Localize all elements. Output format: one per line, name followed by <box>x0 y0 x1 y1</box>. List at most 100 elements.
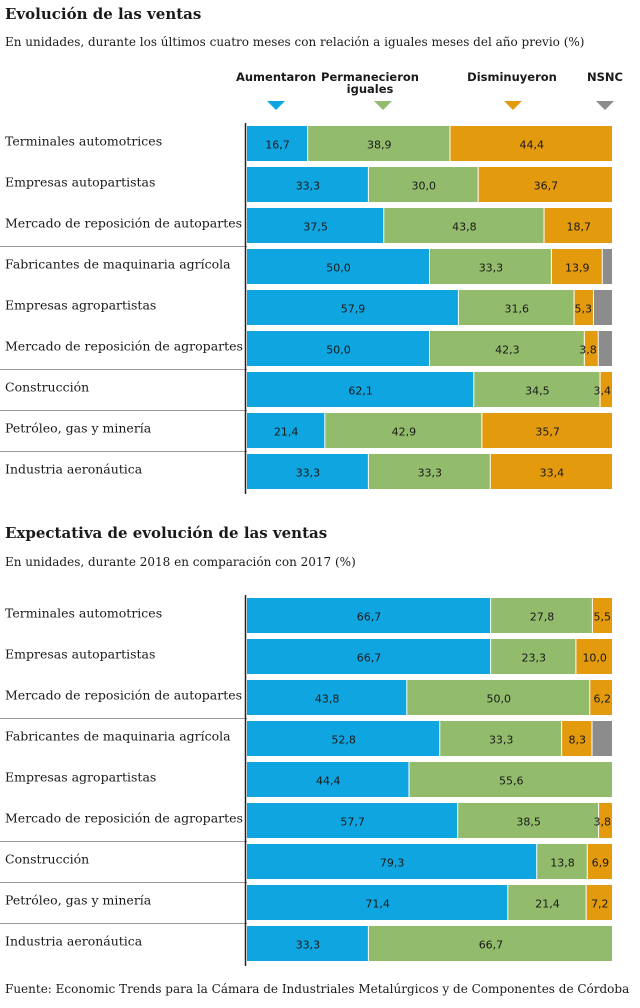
bar-segment-permanecieron <box>440 721 562 756</box>
data-label: 66,7 <box>357 652 382 665</box>
bar-segment-permanecieron <box>368 167 478 202</box>
category-label: Industria aeronáutica <box>5 934 143 949</box>
category-label: Construcción <box>5 852 89 867</box>
data-label: 79,3 <box>380 857 405 870</box>
chart-title: Expectativa de evolución de las ventas <box>5 524 327 542</box>
bar-segment-permanecieron <box>325 413 482 448</box>
bar-segment-aumentaron <box>247 372 474 407</box>
data-label: 13,9 <box>565 262 590 275</box>
data-label: 43,8 <box>315 693 340 706</box>
data-label: 13,8 <box>550 857 575 870</box>
bar-segment-permanecieron <box>474 372 600 407</box>
data-label: 3,8 <box>579 344 597 357</box>
legend: Aumentaron Permanecieron iguales Disminuy… <box>236 70 623 110</box>
data-label: 31,6 <box>504 303 529 316</box>
bar-segment-nsnc <box>593 290 612 325</box>
legend-label-line: iguales <box>347 82 394 96</box>
bar-segment-permanecieron <box>458 803 599 838</box>
data-label: 3,8 <box>594 816 612 829</box>
data-label: 6,9 <box>592 857 610 870</box>
data-label: 52,8 <box>331 734 356 747</box>
bar-segment-nsnc <box>598 331 612 366</box>
data-label: 21,4 <box>274 426 299 439</box>
data-label: 35,7 <box>535 426 560 439</box>
bar-segment-disminuyeron <box>551 249 602 284</box>
bar-segment-disminuyeron <box>584 331 598 366</box>
category-label: Empresas autopartistas <box>5 175 155 190</box>
bar-segment-aumentaron <box>247 208 384 243</box>
bar-segment-aumentaron <box>247 803 458 838</box>
bar-segment-aumentaron <box>247 167 368 202</box>
data-label: 6,2 <box>594 693 612 706</box>
bar-segment-disminuyeron <box>586 885 612 920</box>
bar-segment-permanecieron <box>407 680 590 715</box>
category-label: Terminales automotrices <box>5 134 162 149</box>
data-label: 33,3 <box>296 180 321 193</box>
bar-segment-disminuyeron <box>592 598 612 633</box>
data-label: 66,7 <box>479 939 504 952</box>
data-label: 50,0 <box>326 344 351 357</box>
category-label: Mercado de reposición de agropartes <box>5 811 243 826</box>
category-label: Construcción <box>5 380 89 395</box>
bar-segment-aumentaron <box>247 844 537 879</box>
data-label: 34,5 <box>525 385 550 398</box>
legend-marker-permanecieron <box>374 101 392 110</box>
bar-segment-permanecieron <box>491 598 592 633</box>
bar-segment-disminuyeron <box>478 167 612 202</box>
data-label: 33,4 <box>540 467 565 480</box>
data-label: 57,7 <box>340 816 365 829</box>
bar-segment-aumentaron <box>247 126 308 161</box>
bar-segment-disminuyeron <box>600 372 612 407</box>
bar-segment-aumentaron <box>247 680 407 715</box>
legend-label-nsnc: NSNC <box>587 70 623 84</box>
bar-segment-permanecieron <box>384 208 544 243</box>
bar-segment-permanecieron <box>368 926 612 961</box>
bar-segment-aumentaron <box>247 721 440 756</box>
bar-segment-nsnc <box>602 249 612 284</box>
category-label: Mercado de reposición de agropartes <box>5 339 243 354</box>
data-label: 38,9 <box>367 139 392 152</box>
legend-label-aumentaron: Aumentaron <box>236 70 316 84</box>
data-label: 55,6 <box>499 775 524 788</box>
bar-segment-aumentaron <box>247 762 409 797</box>
data-label: 57,9 <box>341 303 366 316</box>
bar-segment-disminuyeron <box>544 208 612 243</box>
data-label: 44,4 <box>316 775 341 788</box>
bar-segment-permanecieron <box>430 249 551 284</box>
data-label: 33,3 <box>479 262 504 275</box>
bar-segment-aumentaron <box>247 331 429 366</box>
bar-segment-permanecieron <box>409 762 612 797</box>
legend-label-permanecieron: Permanecieron iguales <box>321 70 419 96</box>
bar-segment-aumentaron <box>247 249 429 284</box>
bar-segment-disminuyeron <box>599 803 612 838</box>
legend-label-disminuyeron: Disminuyeron <box>467 70 557 84</box>
chart-title: Evolución de las ventas <box>5 5 201 23</box>
category-label: Empresas autopartistas <box>5 647 155 662</box>
category-label: Terminales automotrices <box>5 606 162 621</box>
category-label: Industria aeronáutica <box>5 462 143 477</box>
category-label: Petróleo, gas y minería <box>5 421 152 436</box>
data-label: 42,3 <box>495 344 520 357</box>
data-label: 23,3 <box>522 652 547 665</box>
chart-panel-expectativa: Expectativa de evolución de las ventas E… <box>0 524 612 966</box>
legend-label-line: Permanecieron <box>321 70 419 84</box>
legend-marker-aumentaron <box>267 101 285 110</box>
bar-segment-disminuyeron <box>450 126 612 161</box>
data-label: 71,4 <box>365 898 390 911</box>
category-label: Mercado de reposición de autopartes <box>5 216 242 231</box>
data-label: 30,0 <box>412 180 437 193</box>
bar-segment-permanecieron <box>508 885 586 920</box>
data-label: 33,3 <box>418 467 443 480</box>
bar-segment-aumentaron <box>247 290 458 325</box>
category-label: Fabricantes de maquinaria agrícola <box>5 729 231 744</box>
data-label: 33,3 <box>296 939 321 952</box>
data-label: 27,8 <box>530 611 555 624</box>
category-label: Empresas agropartistas <box>5 298 156 313</box>
data-label: 5,5 <box>594 611 612 624</box>
data-label: 21,4 <box>535 898 560 911</box>
chart-subtitle: En unidades, durante los últimos cuatro … <box>5 35 584 49</box>
bar-segment-aumentaron <box>247 639 491 674</box>
data-label: 38,5 <box>516 816 541 829</box>
bar-segment-disminuyeron <box>576 639 612 674</box>
